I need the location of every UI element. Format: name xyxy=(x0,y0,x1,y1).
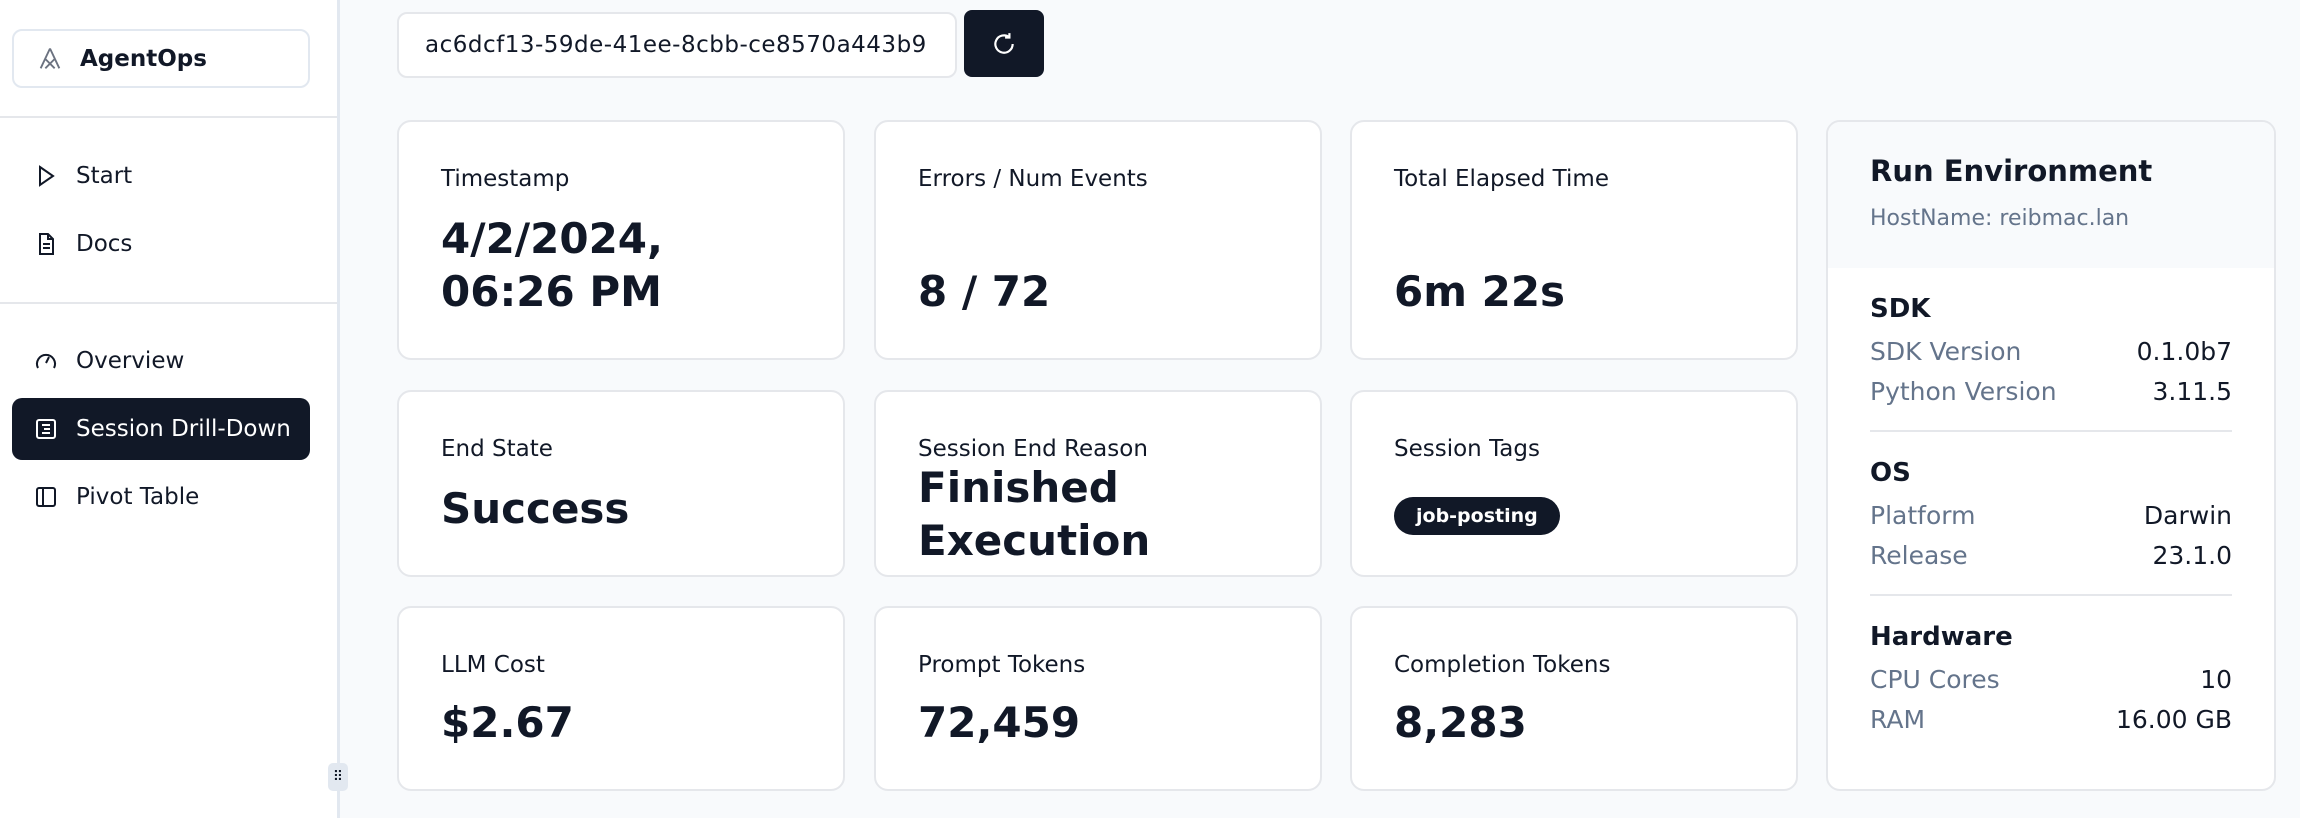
sidebar-item-session-drill-down[interactable]: Session Drill-Down xyxy=(12,398,310,460)
completion-tokens-card: Completion Tokens 8,283 xyxy=(1350,606,1798,791)
env-value: 23.1.0 xyxy=(2152,541,2232,570)
sidebar-item-pivot-table[interactable]: Pivot Table xyxy=(12,466,310,528)
session-id-input[interactable]: ac6dcf13-59de-41ee-8cbb-ce8570a443b9 xyxy=(397,12,957,78)
card-label: Errors / Num Events xyxy=(918,166,1148,192)
run-environment-card: Run Environment HostName: reibmac.lan SD… xyxy=(1826,120,2276,791)
card-label: Prompt Tokens xyxy=(918,652,1086,678)
env-value: 3.11.5 xyxy=(2152,377,2232,406)
env-value: 0.1.0b7 xyxy=(2136,337,2232,366)
env-key: Platform xyxy=(1870,501,1976,530)
env-row: RAM 16.00 GB xyxy=(1870,700,2232,740)
sidebar: AgentOps Start Docs Overview Session Dri… xyxy=(0,0,340,818)
sidebar-item-start[interactable]: Start xyxy=(12,145,310,207)
card-label: Session End Reason xyxy=(918,436,1148,462)
section-title: SDK xyxy=(1870,294,1931,324)
env-row: CPU Cores 10 xyxy=(1870,660,2232,700)
env-key: Release xyxy=(1870,541,1968,570)
timestamp-card: Timestamp 4/2/2024, 06:26 PM xyxy=(397,120,845,360)
prompt-tokens-card: Prompt Tokens 72,459 xyxy=(874,606,1322,791)
sidebar-resize-handle[interactable]: ⠿ xyxy=(328,763,348,791)
sidebar-item-overview[interactable]: Overview xyxy=(12,330,310,392)
env-value: Darwin xyxy=(2143,501,2232,530)
card-value: 6m 22s xyxy=(1394,266,1566,316)
refresh-button[interactable] xyxy=(964,10,1044,77)
env-key: Python Version xyxy=(1870,377,2057,406)
list-icon xyxy=(36,419,56,439)
sidebar-item-label: Start xyxy=(76,163,133,189)
end-state-card: End State Success xyxy=(397,390,845,577)
divider xyxy=(1870,594,2232,596)
sidebar-item-label: Pivot Table xyxy=(76,484,200,510)
card-value: Finished Execution xyxy=(918,463,1151,565)
divider xyxy=(1870,430,2232,432)
sidebar-item-docs[interactable]: Docs xyxy=(12,213,310,275)
sidebar-item-label: Docs xyxy=(76,231,133,257)
card-value: 8 / 72 xyxy=(918,266,1051,316)
play-icon xyxy=(39,165,55,187)
llm-cost-card: LLM Cost $2.67 xyxy=(397,606,845,791)
card-label: Completion Tokens xyxy=(1394,652,1611,678)
card-label: Timestamp xyxy=(441,166,570,192)
card-label: Session Tags xyxy=(1394,436,1540,462)
refresh-icon xyxy=(994,32,1014,54)
sdk-section: SDK SDK Version 0.1.0b7 Python Version 3.1… xyxy=(1828,294,2274,412)
env-key: SDK Version xyxy=(1870,337,2022,366)
gauge-icon xyxy=(36,353,56,369)
hostname: HostName: reibmac.lan xyxy=(1870,206,2130,231)
agentops-logo-icon xyxy=(39,47,61,69)
card-value: $2.67 xyxy=(441,697,574,747)
sidebar-item-label: Overview xyxy=(76,348,185,374)
divider xyxy=(0,116,337,118)
card-value: 72,459 xyxy=(918,697,1081,747)
card-label: End State xyxy=(441,436,553,462)
card-label: Total Elapsed Time xyxy=(1394,166,1609,192)
env-key: CPU Cores xyxy=(1870,665,2000,694)
session-tags-card: Session Tags job-posting xyxy=(1350,390,1798,577)
env-row: Platform Darwin xyxy=(1870,496,2232,536)
elapsed-time-card: Total Elapsed Time 6m 22s xyxy=(1350,120,1798,360)
env-key: RAM xyxy=(1870,705,1926,734)
errors-events-card: Errors / Num Events 8 / 72 xyxy=(874,120,1322,360)
document-icon xyxy=(39,233,54,255)
card-value: 8,283 xyxy=(1394,697,1527,747)
section-title: OS xyxy=(1870,458,1911,488)
os-section: OS Platform Darwin Release 23.1.0 xyxy=(1828,458,2274,576)
run-environment-header: Run Environment HostName: reibmac.lan xyxy=(1828,122,2274,268)
run-environment-title: Run Environment xyxy=(1870,154,2153,188)
card-label: LLM Cost xyxy=(441,652,545,678)
brand-label: AgentOps xyxy=(80,45,207,72)
brand-button[interactable]: AgentOps xyxy=(12,29,310,88)
end-reason-card: Session End Reason Finished Execution xyxy=(874,390,1322,577)
env-row: SDK Version 0.1.0b7 xyxy=(1870,332,2232,372)
tag-badge[interactable]: job-posting xyxy=(1394,497,1560,535)
section-title: Hardware xyxy=(1870,622,2013,652)
env-value: 16.00 GB xyxy=(2115,705,2232,734)
card-value: 4/2/2024, 06:26 PM xyxy=(441,214,663,316)
divider xyxy=(0,302,337,304)
env-value: 10 xyxy=(2200,665,2232,694)
panel-icon xyxy=(36,487,56,507)
sidebar-item-label: Session Drill-Down xyxy=(76,416,291,442)
hardware-section: Hardware CPU Cores 10 RAM 16.00 GB xyxy=(1828,622,2274,740)
env-row: Python Version 3.11.5 xyxy=(1870,372,2232,412)
card-value: Success xyxy=(441,483,630,533)
env-row: Release 23.1.0 xyxy=(1870,536,2232,576)
